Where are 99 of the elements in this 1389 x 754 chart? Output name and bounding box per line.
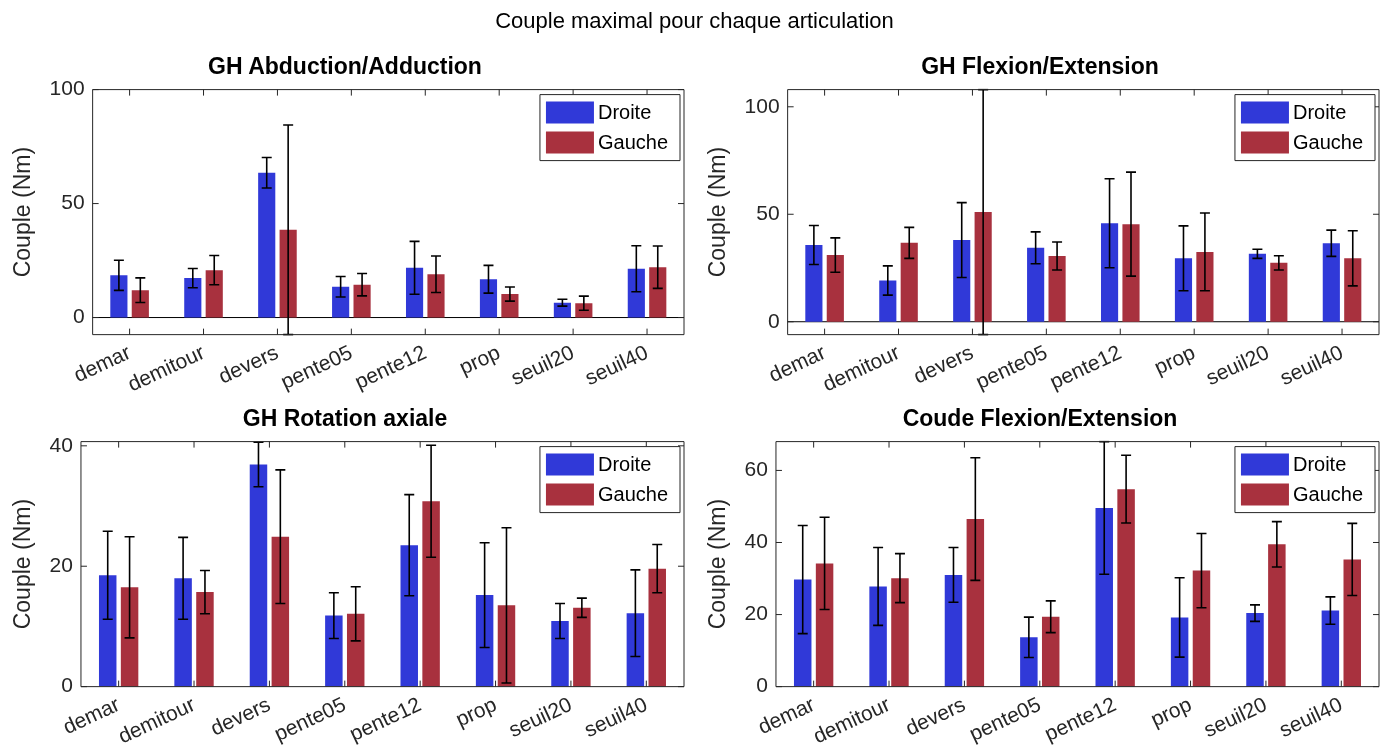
bar: [353, 284, 371, 318]
bar: [131, 290, 149, 318]
y-tick-label: 40: [49, 432, 73, 456]
bar: [1100, 223, 1119, 322]
bar: [1270, 262, 1288, 322]
bar: [826, 255, 844, 322]
bar: [346, 613, 365, 687]
bar: [422, 501, 440, 687]
bar: [475, 595, 494, 687]
bar: [1122, 224, 1140, 322]
legend-label: Droite: [1292, 453, 1347, 476]
y-tick-label: 20: [49, 553, 73, 577]
bar: [1321, 610, 1340, 687]
bar: [98, 575, 117, 687]
y-tick-label: 20: [744, 601, 768, 625]
bar: [1020, 637, 1038, 687]
legend-label: Droite: [1292, 101, 1347, 124]
x-tick-label: devers: [909, 340, 977, 388]
y-tick-label: 0: [756, 673, 768, 697]
bar: [271, 536, 290, 687]
y-tick-label: 0: [767, 308, 780, 332]
bar: [249, 464, 268, 687]
bar: [1117, 489, 1135, 687]
bar: [649, 267, 667, 318]
chart-title: Coude Flexion/Extension: [902, 405, 1178, 432]
x-tick-label: prop: [1146, 692, 1195, 731]
legend-label: Gauche: [1292, 483, 1364, 506]
y-tick-label: 50: [756, 201, 780, 225]
bar: [1170, 617, 1189, 687]
bar: [325, 615, 343, 687]
bar: [815, 563, 834, 687]
bar: [900, 242, 918, 322]
bar: [626, 613, 645, 687]
bar: [879, 280, 897, 322]
bar: [1192, 570, 1211, 687]
bar: [1343, 559, 1361, 687]
bar: [501, 294, 519, 318]
bar: [551, 621, 569, 687]
y-tick-label: 100: [49, 76, 85, 100]
y-tick-label: 40: [744, 529, 768, 553]
bar: [205, 270, 223, 318]
bar: [1322, 243, 1340, 322]
bar: [1196, 251, 1214, 322]
x-tick-label: devers: [206, 692, 274, 740]
chart-title: GH Rotation axiale: [242, 405, 448, 432]
y-tick-label: 60: [744, 457, 768, 481]
bar: [479, 279, 498, 318]
bar: [110, 275, 128, 318]
y-tick-label: 100: [744, 93, 780, 117]
bar: [1095, 507, 1113, 687]
y-tick-label: 0: [61, 673, 73, 697]
chart-title: GH Abduction/Adduction: [208, 53, 482, 80]
bar: [174, 578, 192, 687]
x-tick-label: prop: [451, 692, 500, 731]
text: Couple maximal pour chaque articulation: [494, 8, 895, 34]
y-axis-title: Couple (Nm): [9, 498, 36, 630]
bar: [793, 579, 812, 687]
bar: [497, 605, 516, 687]
y-axis-title: Couple (Nm): [704, 498, 731, 630]
bar: [805, 245, 823, 322]
bar: [400, 545, 418, 687]
bar: [573, 607, 591, 687]
bar: [966, 519, 985, 687]
x-tick-label: devers: [901, 692, 969, 740]
bar: [1268, 544, 1286, 687]
bar: [184, 278, 202, 318]
y-tick-label: 0: [72, 304, 85, 328]
legend-label: Gauche: [597, 483, 669, 506]
bar: [120, 587, 139, 687]
bar: [1048, 255, 1066, 322]
legend-label: Droite: [597, 453, 652, 476]
y-axis-title: Couple (Nm): [9, 146, 36, 278]
x-tick-label: prop: [455, 340, 504, 379]
y-tick-label: 50: [61, 190, 85, 214]
bar: [258, 172, 276, 318]
bar: [627, 268, 645, 318]
bar: [332, 286, 350, 318]
bar: [869, 586, 887, 687]
legend-label: Gauche: [1292, 131, 1364, 154]
bar: [1027, 247, 1045, 322]
bar: [196, 592, 214, 687]
bar: [944, 574, 963, 687]
legend-label: Gauche: [597, 131, 669, 154]
legend-label: Droite: [597, 101, 652, 124]
bar: [1174, 258, 1193, 322]
bar: [427, 274, 445, 318]
bar: [553, 302, 571, 318]
y-axis-title: Couple (Nm): [704, 146, 731, 278]
bar: [1246, 613, 1264, 687]
bar: [648, 568, 666, 687]
bar: [891, 578, 909, 687]
chart-title: GH Flexion/Extension: [921, 53, 1159, 80]
bar: [953, 240, 971, 322]
x-tick-label: prop: [1150, 340, 1199, 379]
bar: [1248, 253, 1266, 322]
x-tick-label: devers: [214, 340, 282, 388]
bar: [1041, 616, 1060, 687]
bar: [1344, 258, 1362, 322]
bar: [405, 267, 424, 318]
